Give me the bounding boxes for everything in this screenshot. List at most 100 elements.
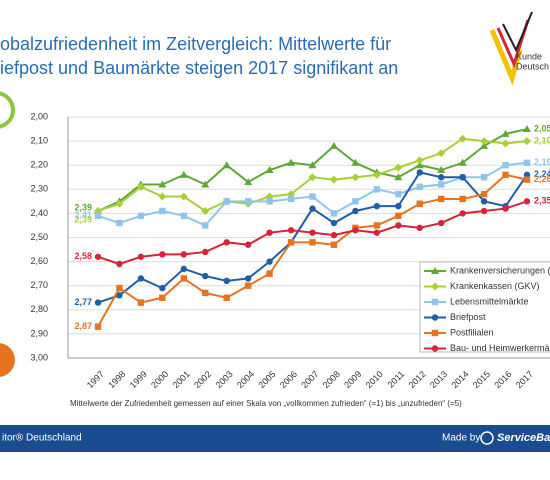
point (501, 129, 510, 137)
legend-marker (431, 282, 439, 291)
point (158, 180, 167, 188)
point (179, 192, 188, 201)
x-tick-label: 2002 (192, 369, 213, 390)
point (458, 134, 467, 143)
point (416, 224, 423, 232)
point (438, 181, 445, 188)
y-tick-label: 2,90 (30, 328, 48, 338)
point (180, 275, 187, 282)
x-tick-label: 1999 (128, 369, 149, 390)
y-tick-label: 2,80 (30, 304, 48, 314)
legend-marker (431, 267, 439, 274)
point (416, 183, 423, 191)
point (202, 289, 209, 297)
point (352, 207, 359, 215)
point (438, 219, 445, 227)
point (330, 219, 338, 227)
point (201, 206, 210, 215)
point (266, 198, 273, 205)
legend-label: Lebensmittelmärkte (450, 296, 529, 306)
y-tick-label: 2,20 (30, 160, 48, 170)
point (502, 171, 509, 179)
legend-marker (431, 329, 439, 337)
point (480, 190, 488, 198)
legend-marker (431, 345, 439, 352)
point (244, 241, 252, 248)
point (137, 275, 145, 282)
point (116, 219, 123, 227)
y-tick-label: 2,40 (30, 208, 48, 218)
point (523, 125, 531, 133)
point (459, 174, 466, 181)
point (523, 137, 531, 146)
point (373, 222, 381, 229)
point (394, 173, 403, 181)
data-label: 2,41 (74, 210, 92, 220)
deco-circle (0, 343, 15, 377)
point (116, 260, 123, 268)
data-label: 2,05 (534, 123, 550, 133)
point (202, 248, 209, 256)
point (416, 169, 423, 176)
data-label: 2,87 (74, 321, 92, 331)
x-tick-label: 2003 (214, 369, 235, 390)
x-tick-label: 2015 (471, 369, 492, 390)
point (180, 212, 187, 220)
x-tick-label: 2001 (171, 369, 192, 390)
x-tick-label: 1997 (85, 369, 106, 390)
logo-text: Kunde (516, 51, 542, 61)
legend-box (419, 261, 550, 353)
point (158, 192, 167, 201)
point (287, 239, 295, 246)
footer-brand: ServiceBa (497, 432, 550, 444)
point (415, 156, 424, 165)
point (159, 207, 166, 215)
point (395, 190, 402, 198)
point (244, 198, 252, 205)
point (202, 222, 209, 229)
point (159, 251, 166, 258)
point (329, 141, 338, 149)
point (244, 178, 253, 186)
point (480, 207, 488, 215)
point (287, 158, 296, 166)
y-tick-label: 2,10 (30, 135, 48, 145)
y-tick-label: 2,60 (30, 256, 48, 266)
point (437, 166, 446, 174)
point (523, 159, 531, 166)
point (502, 162, 509, 169)
point (287, 227, 295, 234)
point (244, 282, 252, 289)
point (137, 212, 145, 220)
y-tick-label: 3,00 (30, 352, 48, 362)
brand-icon (480, 431, 494, 445)
point (137, 299, 145, 306)
point (180, 265, 187, 273)
point (438, 174, 445, 181)
point (459, 210, 466, 217)
footer-bar (0, 425, 550, 452)
point (501, 139, 510, 148)
legend-label: Briefpost (450, 312, 486, 322)
point (94, 253, 102, 260)
chart-note: Mittelwerte der Zufriedenheit gemessen a… (70, 399, 462, 408)
point (116, 292, 123, 299)
logo-mark (502, 11, 533, 53)
x-tick-label: 2011 (386, 369, 407, 390)
point (309, 193, 316, 200)
legend-marker (431, 314, 439, 321)
point (523, 171, 531, 179)
x-tick-label: 2010 (364, 369, 385, 390)
point (309, 239, 316, 246)
point (94, 323, 102, 330)
point (395, 222, 402, 229)
point (329, 175, 338, 184)
point (223, 198, 230, 205)
point (330, 241, 338, 248)
x-tick-label: 2009 (342, 369, 363, 390)
point (159, 284, 166, 292)
point (416, 200, 423, 207)
point (115, 199, 124, 208)
point (523, 198, 531, 205)
